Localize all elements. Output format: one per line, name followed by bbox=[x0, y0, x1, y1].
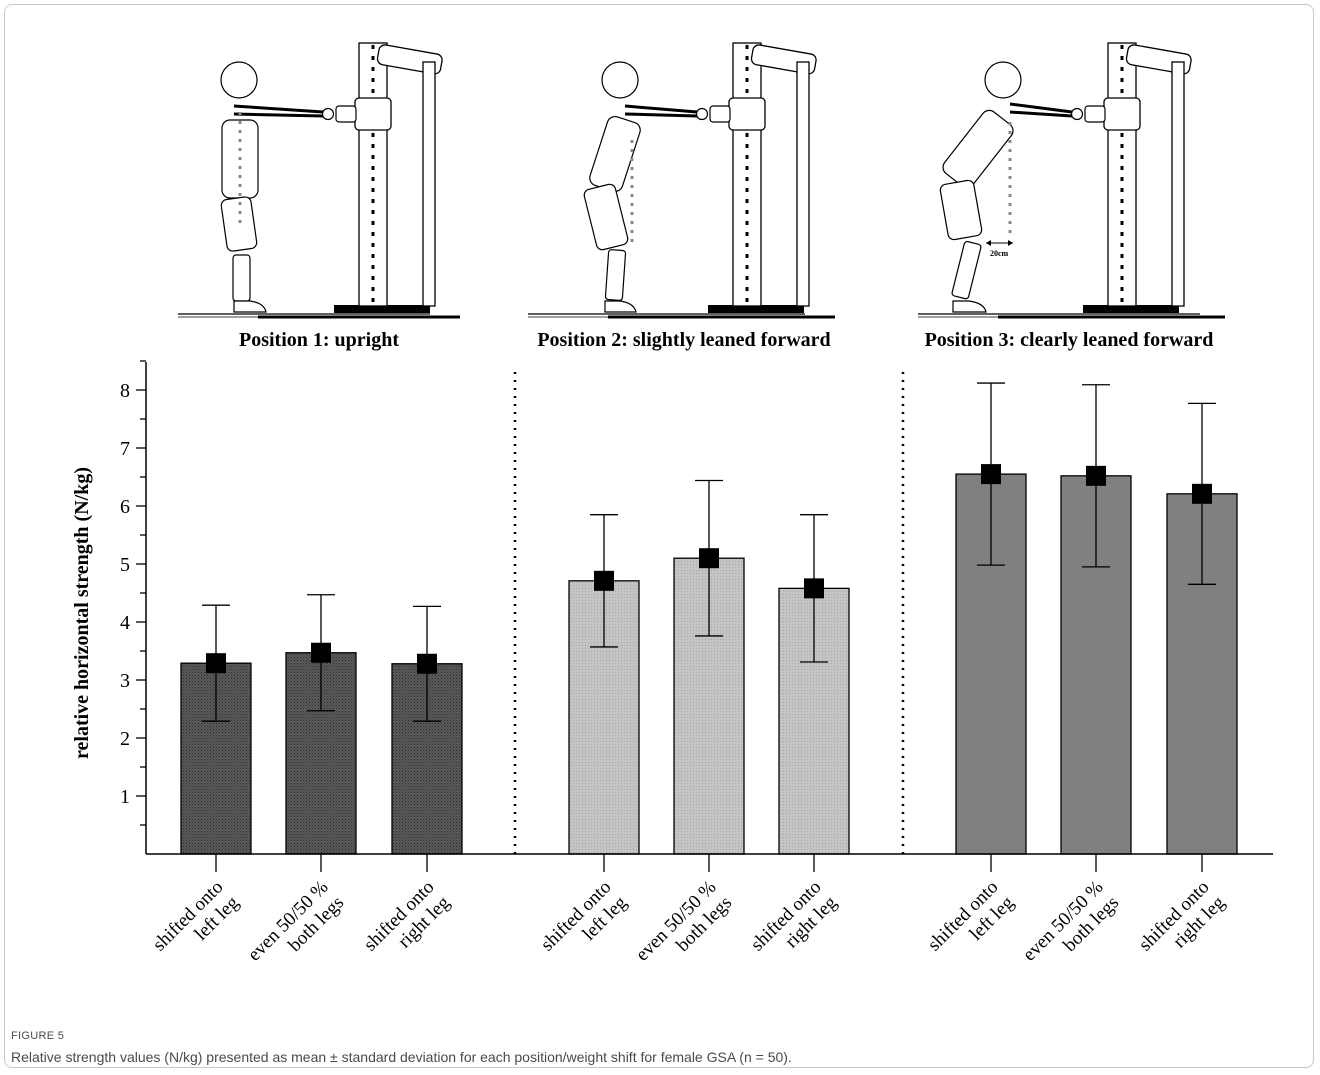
x-ticks: shifted ontoleft leg even 50/50 %both leg… bbox=[149, 854, 1230, 981]
y-tick-label: 8 bbox=[120, 380, 130, 402]
mean-marker bbox=[1192, 483, 1212, 504]
figure-caption: Relative strength values (N/kg) presente… bbox=[11, 1049, 792, 1065]
x-tick-label: shifted ontoright leg bbox=[360, 876, 455, 971]
illustration-position-3: 20cm bbox=[918, 42, 1225, 319]
illustration-position-1 bbox=[178, 42, 460, 319]
y-tick-label: 5 bbox=[120, 554, 130, 576]
x-tick-label: even 50/50 %both legs bbox=[244, 877, 348, 981]
y-tick-label: 6 bbox=[120, 496, 130, 518]
x-tick-label: shifted ontoleft leg bbox=[537, 876, 632, 971]
x-tick-label: even 50/50 %both legs bbox=[1019, 877, 1123, 981]
y-tick-label: 4 bbox=[120, 612, 130, 634]
mean-marker bbox=[417, 653, 437, 674]
illustration-position-2 bbox=[528, 42, 835, 319]
panel-title-2: Position 2: slightly leaned forward bbox=[537, 329, 830, 351]
bars bbox=[180, 473, 1238, 855]
mean-marker bbox=[699, 548, 719, 569]
x-tick-label: even 50/50 %both legs bbox=[632, 877, 736, 981]
y-ticks: 1 2 3 4 5 6 7 8 bbox=[120, 360, 146, 826]
mean-marker bbox=[206, 653, 226, 674]
y-tick-label: 2 bbox=[120, 728, 130, 750]
x-tick-label: shifted ontoleft leg bbox=[924, 876, 1019, 971]
y-tick-label: 3 bbox=[120, 670, 130, 692]
mean-marker bbox=[311, 642, 331, 663]
x-tick-label: shifted ontoright leg bbox=[1135, 876, 1230, 971]
panel-title-1: Position 1: upright bbox=[239, 329, 399, 351]
distance-label: 20cm bbox=[990, 249, 1009, 258]
y-tick-label: 7 bbox=[120, 438, 130, 460]
mean-marker bbox=[981, 464, 1001, 485]
mean-marker bbox=[1086, 465, 1106, 486]
y-axis-label: relative horizontal strength (N/kg) bbox=[71, 467, 93, 759]
mean-markers bbox=[206, 464, 1212, 674]
group-separators bbox=[513, 372, 905, 854]
x-tick-label: shifted ontoleft leg bbox=[149, 876, 244, 971]
y-tick-label: 1 bbox=[120, 786, 130, 808]
panel-title-3: Position 3: clearly leaned forward bbox=[925, 329, 1214, 351]
mean-marker bbox=[804, 578, 824, 599]
mean-marker bbox=[594, 570, 614, 591]
figure-label: FIGURE 5 bbox=[11, 1030, 65, 1042]
x-tick-label: shifted ontoright leg bbox=[747, 876, 842, 971]
